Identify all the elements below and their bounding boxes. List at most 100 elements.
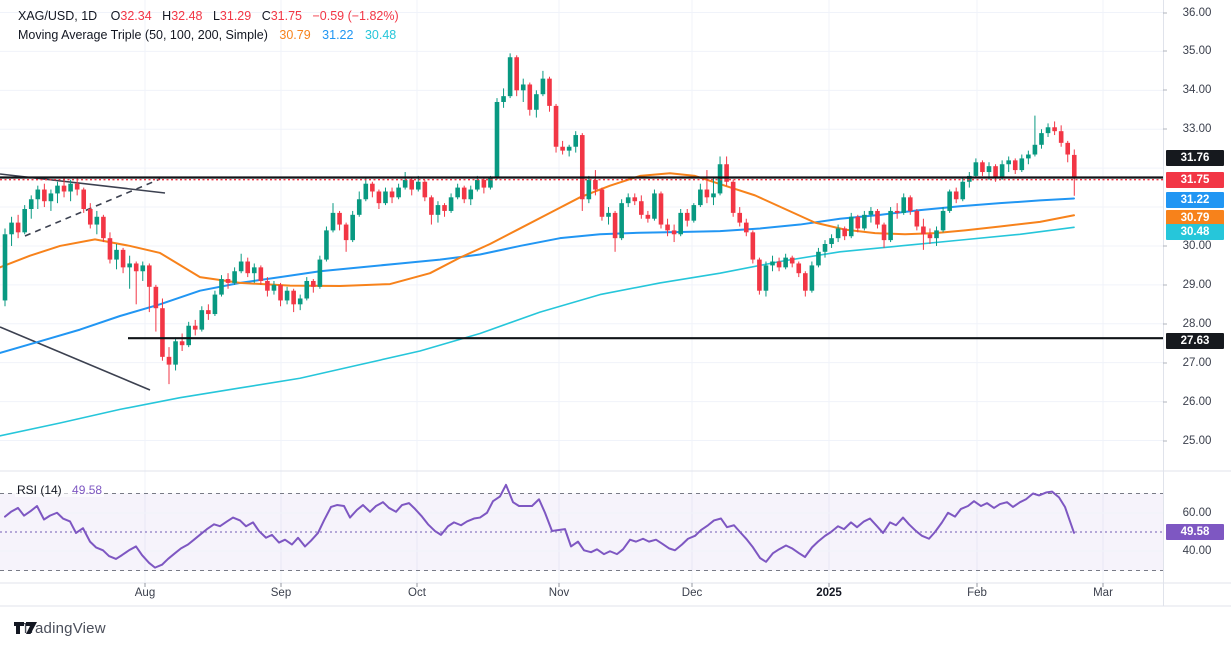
- candle-up[interactable]: [48, 193, 54, 202]
- candle-up[interactable]: [678, 212, 683, 235]
- candle-up[interactable]: [868, 210, 874, 215]
- candle-up[interactable]: [383, 191, 388, 204]
- tradingview-watermark[interactable]: TradingView: [14, 620, 106, 637]
- candle-down[interactable]: [921, 226, 926, 235]
- candle-down[interactable]: [514, 57, 519, 91]
- ma200-line[interactable]: [0, 226, 1075, 437]
- candle-up[interactable]: [691, 205, 697, 221]
- candle-down[interactable]: [311, 280, 316, 287]
- symbol-title[interactable]: XAG/USD, 1D: [18, 9, 98, 23]
- candle-down[interactable]: [422, 181, 428, 198]
- candle-down[interactable]: [225, 279, 231, 283]
- candle-down[interactable]: [527, 84, 533, 110]
- candle-up[interactable]: [770, 261, 775, 266]
- candle-down[interactable]: [74, 183, 80, 190]
- candle-up[interactable]: [507, 57, 513, 97]
- candle-up[interactable]: [219, 279, 224, 295]
- candle-up[interactable]: [1045, 127, 1051, 134]
- candle-up[interactable]: [455, 187, 460, 198]
- candle-up[interactable]: [186, 325, 191, 346]
- candle-down[interactable]: [166, 356, 172, 365]
- candle-down[interactable]: [757, 259, 762, 291]
- candle-down[interactable]: [743, 222, 749, 233]
- candle-down[interactable]: [120, 249, 126, 268]
- candle-up[interactable]: [763, 265, 769, 291]
- candle-up[interactable]: [534, 94, 539, 110]
- candle-down[interactable]: [1065, 142, 1071, 155]
- candle-up[interactable]: [114, 249, 119, 260]
- candle-down[interactable]: [409, 179, 415, 190]
- candle-up[interactable]: [55, 185, 60, 194]
- indicator-legend-row[interactable]: Moving Average Triple (50, 100, 200, Sim…: [18, 26, 399, 44]
- candle-down[interactable]: [258, 267, 264, 281]
- candle-up[interactable]: [829, 238, 834, 245]
- candle-up[interactable]: [1026, 154, 1031, 159]
- candle-down[interactable]: [593, 179, 598, 190]
- candle-down[interactable]: [553, 105, 559, 147]
- rsi-line[interactable]: [4, 483, 1075, 569]
- candle-down[interactable]: [42, 189, 47, 202]
- candle-down[interactable]: [907, 197, 913, 211]
- candle-down[interactable]: [153, 286, 159, 309]
- candle-down[interactable]: [658, 193, 664, 225]
- candle-down[interactable]: [645, 214, 651, 219]
- candle-up[interactable]: [468, 189, 474, 200]
- candle-up[interactable]: [862, 214, 867, 229]
- candle-up[interactable]: [494, 101, 500, 178]
- candle-down[interactable]: [1012, 160, 1018, 171]
- candle-up[interactable]: [199, 310, 205, 330]
- candle-up[interactable]: [284, 290, 290, 301]
- candle-up[interactable]: [173, 341, 178, 365]
- candle-down[interactable]: [547, 78, 552, 106]
- candle-up[interactable]: [501, 96, 506, 102]
- rsi-title[interactable]: RSI (14): [17, 483, 62, 497]
- candle-down[interactable]: [704, 189, 710, 198]
- candle-up[interactable]: [1006, 160, 1011, 165]
- candle-up[interactable]: [822, 244, 828, 252]
- candle-down[interactable]: [671, 230, 677, 235]
- candle-up[interactable]: [986, 166, 992, 173]
- candle-up[interactable]: [1032, 144, 1038, 155]
- candle-up[interactable]: [297, 298, 303, 305]
- candle-down[interactable]: [343, 224, 349, 241]
- candle-up[interactable]: [940, 210, 946, 231]
- candle-down[interactable]: [442, 205, 447, 211]
- candle-down[interactable]: [61, 185, 67, 192]
- candle-up[interactable]: [396, 187, 401, 198]
- candle-down[interactable]: [461, 187, 467, 200]
- candle-down[interactable]: [192, 325, 198, 330]
- candle-up[interactable]: [973, 162, 979, 176]
- candle-down[interactable]: [1071, 154, 1077, 178]
- candle-down[interactable]: [894, 210, 900, 213]
- candle-up[interactable]: [566, 146, 572, 151]
- candle-up[interactable]: [304, 280, 310, 299]
- indicator-title[interactable]: Moving Average Triple (50, 100, 200, Sim…: [18, 28, 268, 42]
- candle-up[interactable]: [573, 135, 579, 147]
- candle-up[interactable]: [960, 181, 966, 200]
- candle-down[interactable]: [776, 261, 782, 268]
- candle-down[interactable]: [993, 166, 998, 178]
- trendline-drawing-2[interactable]: [24, 178, 161, 237]
- candle-down[interactable]: [612, 212, 618, 239]
- candle-down[interactable]: [730, 181, 736, 213]
- candle-down[interactable]: [278, 284, 283, 301]
- candle-down[interactable]: [599, 189, 605, 217]
- candle-up[interactable]: [711, 193, 716, 198]
- ma50-line[interactable]: [0, 172, 1075, 288]
- candle-up[interactable]: [324, 230, 329, 260]
- candle-up[interactable]: [586, 179, 592, 200]
- candle-down[interactable]: [560, 146, 565, 151]
- candle-up[interactable]: [415, 181, 421, 190]
- candle-down[interactable]: [291, 290, 296, 305]
- candle-up[interactable]: [888, 210, 893, 241]
- candle-up[interactable]: [317, 259, 323, 287]
- candle-up[interactable]: [2, 234, 8, 301]
- candle-down[interactable]: [684, 212, 690, 221]
- candle-down[interactable]: [914, 210, 920, 227]
- candle-down[interactable]: [875, 210, 880, 225]
- candle-up[interactable]: [475, 179, 480, 190]
- candle-down[interactable]: [370, 183, 375, 192]
- candle-up[interactable]: [717, 164, 723, 194]
- candle-down[interactable]: [337, 212, 342, 225]
